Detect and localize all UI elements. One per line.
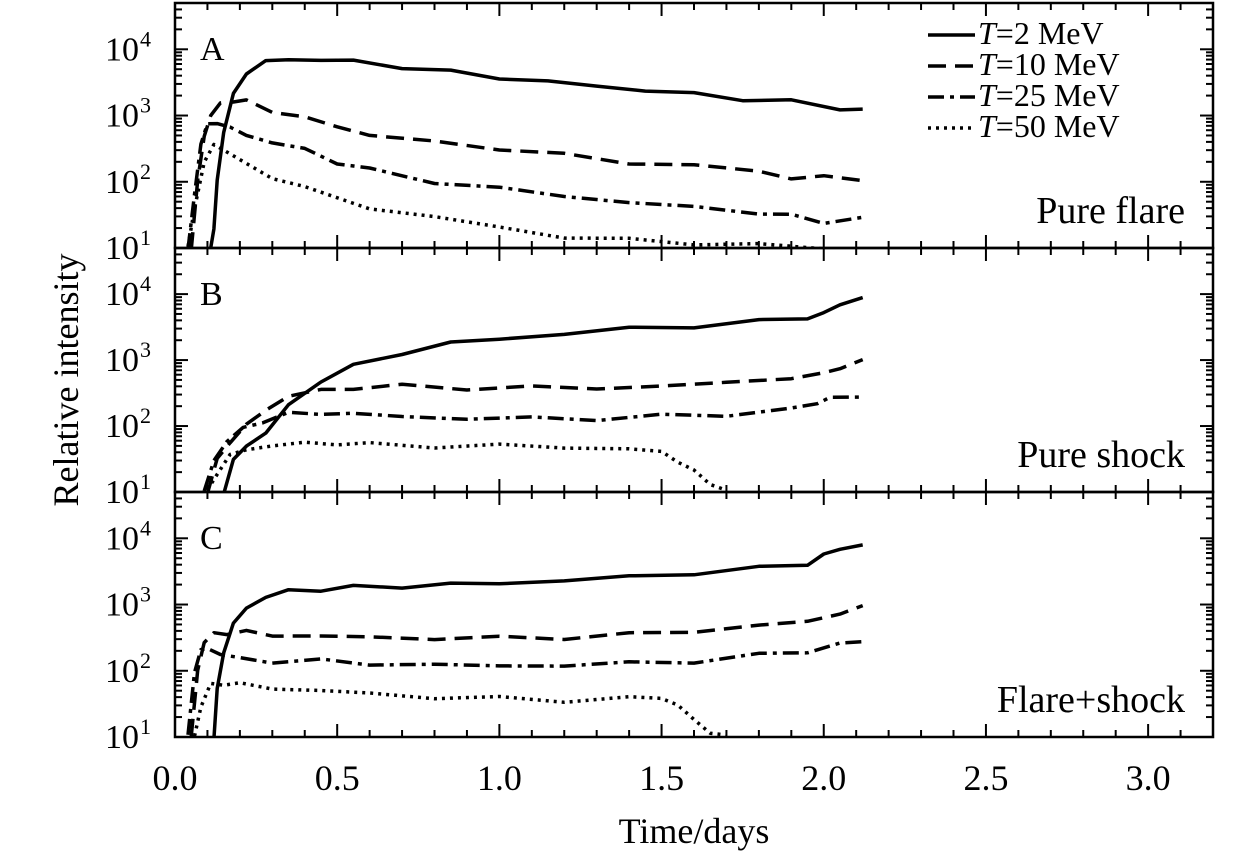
series-line-solid <box>208 57 863 248</box>
x-axis-label: Time/days <box>619 811 770 851</box>
y-tick-label: 10 <box>105 653 139 690</box>
y-tick-label: 10 <box>105 276 139 313</box>
y-tick-label: 10 <box>105 587 139 624</box>
y-tick-exponent: 3 <box>140 582 151 607</box>
y-tick-exponent: 1 <box>140 469 151 494</box>
legend-entry: T=25 MeV <box>978 77 1120 113</box>
panel-label: Pure shock <box>1017 434 1185 476</box>
legend-entry: T=10 MeV <box>978 46 1120 82</box>
y-tick-label: 10 <box>105 408 139 445</box>
y-tick-exponent: 3 <box>140 93 151 118</box>
y-tick-exponent: 2 <box>140 648 151 673</box>
y-tick-exponent: 1 <box>140 714 151 739</box>
panel-label: Flare+shock <box>997 679 1185 721</box>
x-tick-label: 2.5 <box>963 758 1008 798</box>
y-tick-label: 10 <box>105 98 139 135</box>
legend-entry: T=2 MeV <box>978 15 1104 51</box>
y-tick-label: 10 <box>105 164 139 201</box>
series-line-dashed <box>206 357 864 492</box>
y-tick-label: 10 <box>105 230 139 267</box>
series-line-dashdot <box>186 121 863 248</box>
x-tick-label: 2.0 <box>801 758 846 798</box>
y-axis-label: Relative intensity <box>46 254 86 507</box>
series-line-dashed <box>189 98 863 248</box>
y-tick-exponent: 2 <box>140 159 151 184</box>
y-tick-exponent: 3 <box>140 337 151 362</box>
series-line-dashdot <box>202 395 863 492</box>
series-line-solid <box>212 543 864 737</box>
series-line-solid <box>222 295 864 492</box>
panel-letter: A <box>200 31 225 68</box>
x-tick-label: 0.0 <box>153 758 198 798</box>
legend-entry: T=50 MeV <box>978 108 1120 144</box>
panel-letter: C <box>200 520 223 557</box>
x-tick-label: 3.0 <box>1126 758 1171 798</box>
y-tick-exponent: 4 <box>140 26 151 51</box>
y-tick-exponent: 4 <box>140 515 151 540</box>
y-tick-label: 10 <box>105 474 139 511</box>
series-line-dotted <box>186 142 824 248</box>
y-tick-label: 10 <box>105 342 139 379</box>
y-tick-label: 10 <box>105 520 139 557</box>
x-tick-labels: 0.0 0.5 1.0 1.5 2.0 2.5 3.0 <box>153 758 1171 798</box>
panel-letter: B <box>200 276 223 313</box>
x-tick-label: 0.5 <box>315 758 360 798</box>
x-tick-label: 1.0 <box>477 758 522 798</box>
y-tick-label: 10 <box>105 31 139 68</box>
x-tick-label: 1.5 <box>639 758 684 798</box>
panel-label: Pure flare <box>1036 190 1185 232</box>
series-line-dotted <box>205 440 727 492</box>
series-line-dashdot <box>186 639 863 735</box>
y-tick-exponent: 2 <box>140 403 151 428</box>
y-tick-exponent: 4 <box>140 271 151 296</box>
y-tick-exponent: 1 <box>140 225 151 250</box>
y-tick-label: 10 <box>105 719 139 756</box>
series-line-dotted <box>192 680 727 737</box>
series-line-dashed <box>189 603 864 737</box>
